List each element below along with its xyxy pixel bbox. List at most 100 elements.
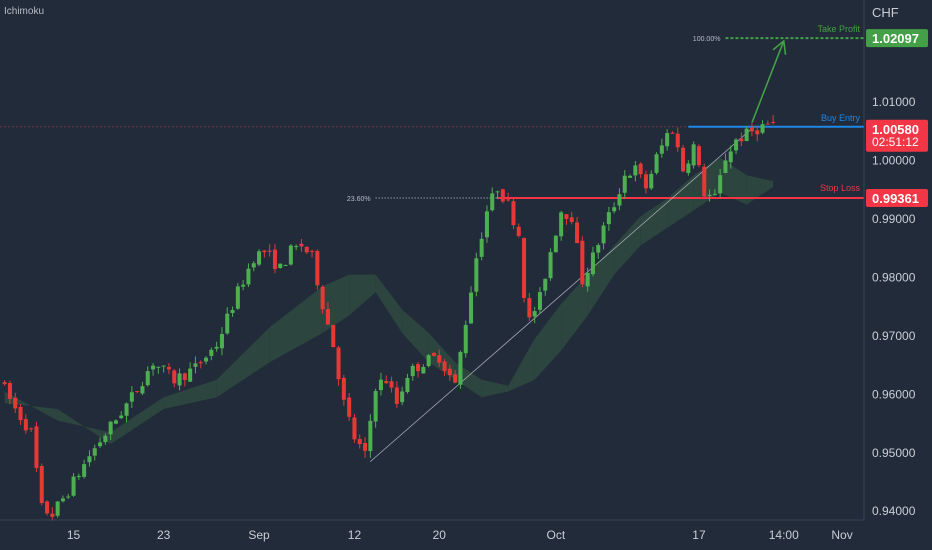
- candle: [394, 381, 399, 408]
- candle-body: [177, 373, 182, 386]
- candle-body: [55, 501, 60, 516]
- candle: [760, 120, 765, 135]
- candle-body: [590, 252, 595, 275]
- candle-body: [749, 127, 754, 132]
- cloud-segment: [269, 286, 323, 363]
- currency-label: CHF: [872, 5, 899, 20]
- candle: [60, 495, 65, 503]
- candle: [416, 361, 421, 378]
- candle: [384, 375, 389, 384]
- current-price-badge-text: 1.00580: [872, 122, 919, 137]
- candle: [129, 386, 134, 408]
- candle: [553, 235, 558, 253]
- candle: [373, 388, 378, 428]
- candle-body: [98, 442, 103, 447]
- candle-body: [416, 364, 421, 372]
- candle: [39, 463, 44, 506]
- candle: [352, 414, 357, 443]
- price-tick-label: 0.94000: [872, 504, 916, 518]
- candle-body: [331, 324, 336, 348]
- candle-body: [612, 207, 617, 212]
- candle-body: [659, 145, 664, 154]
- candle-body: [484, 211, 489, 238]
- candle: [34, 421, 39, 472]
- time-tick-label: 23: [157, 528, 171, 542]
- candle: [87, 450, 92, 467]
- price-tick-label: 0.96000: [872, 387, 916, 401]
- candle-body: [272, 249, 277, 270]
- candle-body: [691, 144, 696, 166]
- time-tick-label: Oct: [547, 528, 566, 542]
- candle: [113, 419, 118, 425]
- candle-body: [23, 419, 28, 431]
- candle: [442, 359, 447, 376]
- candle: [569, 211, 574, 225]
- price-tick-label: 0.99000: [872, 212, 916, 226]
- candle: [585, 267, 590, 292]
- candle-body: [336, 347, 341, 380]
- candle-body: [225, 313, 230, 334]
- candle-body: [45, 501, 50, 514]
- time-axis[interactable]: 15 23 Sep 12 20 Oct 17 14:00 Nov: [67, 528, 853, 542]
- price-axis[interactable]: 0.94000 0.95000 0.96000 0.97000 0.98000 0.990…: [866, 29, 928, 518]
- cloud-segment: [746, 175, 774, 205]
- candle: [765, 120, 770, 125]
- candle: [7, 380, 12, 405]
- candle-body: [108, 421, 113, 435]
- candle: [304, 246, 309, 254]
- candle: [537, 287, 542, 315]
- price-tick-label: 1.00000: [872, 154, 916, 168]
- candle-body: [771, 121, 776, 123]
- candle-body: [495, 191, 500, 193]
- candle: [76, 473, 81, 480]
- candle: [368, 414, 373, 458]
- candle-body: [219, 333, 224, 349]
- candle: [696, 144, 701, 168]
- candle: [214, 341, 219, 352]
- candle-body: [760, 124, 765, 133]
- candle-body: [728, 151, 733, 163]
- time-tick-label: 14:00: [769, 528, 799, 542]
- cloud-segment: [667, 175, 694, 228]
- price-tick-label: 0.97000: [872, 329, 916, 343]
- candle: [55, 501, 60, 518]
- cloud-segment: [508, 338, 535, 392]
- candle: [230, 306, 235, 317]
- candle-body: [39, 465, 44, 504]
- indicator-label: Ichimoku: [4, 6, 44, 17]
- current-price-badge-bg: [866, 119, 928, 152]
- candle: [755, 125, 760, 142]
- candle: [13, 392, 18, 413]
- candle: [246, 263, 251, 287]
- candle: [400, 386, 405, 406]
- candle-body: [230, 309, 235, 313]
- candle: [251, 261, 256, 272]
- candle-body: [553, 235, 558, 253]
- candle-body: [564, 214, 569, 220]
- candle-body: [474, 258, 479, 292]
- candle: [431, 351, 436, 357]
- candle-body: [765, 123, 770, 125]
- time-tick-label: 12: [348, 528, 362, 542]
- candle: [204, 356, 209, 365]
- candles: [2, 115, 776, 521]
- candle: [410, 363, 415, 381]
- candle-body: [87, 456, 92, 463]
- candle: [686, 160, 691, 176]
- candle-body: [50, 513, 55, 517]
- candle: [363, 437, 368, 458]
- candle-body: [511, 201, 516, 226]
- candle-body: [712, 193, 717, 195]
- cloud-segment: [561, 274, 588, 351]
- candle: [124, 402, 129, 423]
- candle: [506, 192, 511, 202]
- candle: [50, 507, 55, 521]
- candle: [580, 236, 585, 288]
- candle-body: [400, 391, 405, 403]
- candle-body: [76, 476, 81, 478]
- stop-loss-label: Stop Loss: [820, 183, 861, 193]
- candle-body: [606, 212, 611, 225]
- candle: [2, 380, 7, 386]
- candle: [267, 244, 272, 257]
